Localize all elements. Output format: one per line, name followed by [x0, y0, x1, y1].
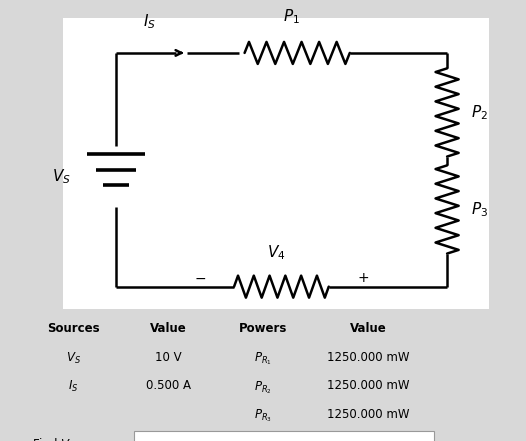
Text: 1250.000 mW: 1250.000 mW — [327, 351, 409, 363]
Text: Find $V_4$: Find $V_4$ — [32, 437, 75, 441]
Text: 10 V: 10 V — [155, 351, 181, 363]
Text: $P_2$: $P_2$ — [471, 103, 488, 122]
Text: Powers: Powers — [239, 322, 287, 335]
FancyBboxPatch shape — [134, 431, 434, 441]
FancyBboxPatch shape — [63, 18, 489, 309]
Text: Value: Value — [350, 322, 387, 335]
Text: $P_1$: $P_1$ — [284, 8, 300, 26]
Text: $-$: $-$ — [194, 271, 206, 285]
Text: $V_S$: $V_S$ — [66, 351, 81, 366]
Text: Value: Value — [150, 322, 187, 335]
Text: $V_S$: $V_S$ — [52, 167, 71, 186]
Text: $P_{R_3}$: $P_{R_3}$ — [254, 408, 272, 425]
Text: $P_3$: $P_3$ — [471, 200, 488, 219]
Text: $P_{R_1}$: $P_{R_1}$ — [254, 351, 272, 367]
Text: 0.500 A: 0.500 A — [146, 379, 191, 392]
Text: $P_{R_2}$: $P_{R_2}$ — [254, 379, 272, 396]
Text: $+$: $+$ — [357, 271, 369, 285]
Text: $I_S$: $I_S$ — [144, 12, 156, 31]
Text: 1250.000 mW: 1250.000 mW — [327, 408, 409, 421]
Text: $V_4$: $V_4$ — [267, 244, 286, 262]
Text: 1250.000 mW: 1250.000 mW — [327, 379, 409, 392]
Text: $I_S$: $I_S$ — [68, 379, 79, 394]
Text: Sources: Sources — [47, 322, 100, 335]
